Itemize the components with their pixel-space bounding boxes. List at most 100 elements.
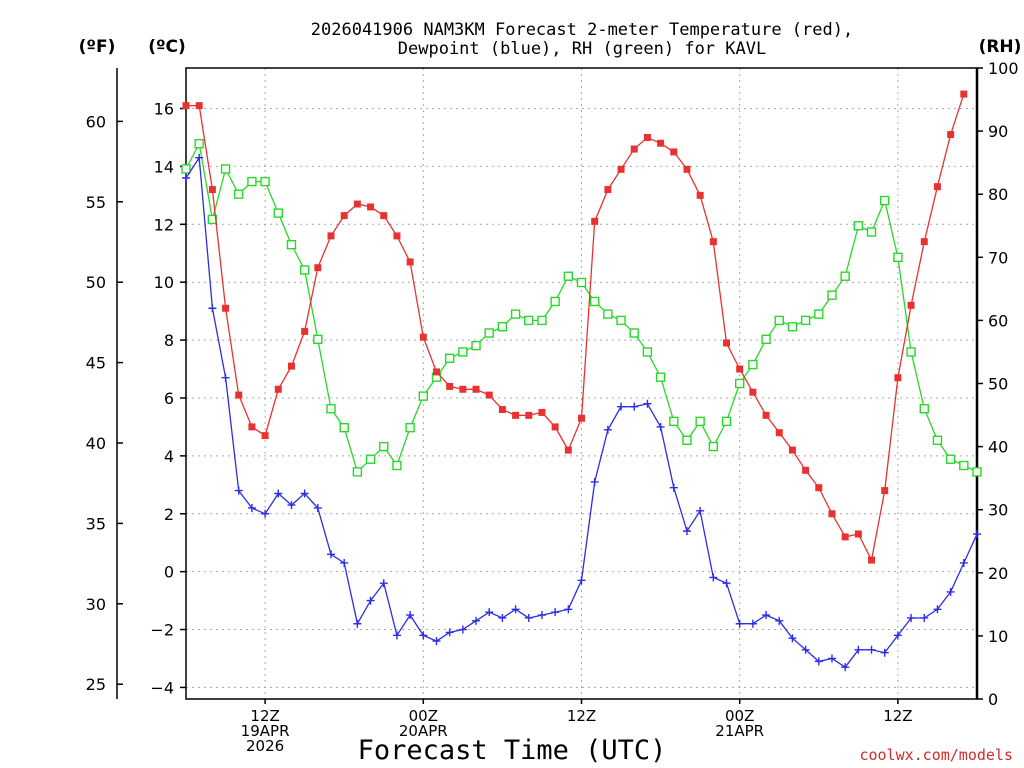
rh-point	[603, 309, 613, 319]
2-meter-temperature-point	[406, 258, 414, 266]
rh-point	[945, 454, 956, 464]
dewpoint-point	[300, 489, 309, 498]
rh-point	[181, 164, 191, 174]
celsius-tick-label: 0	[164, 563, 174, 582]
dewpoint-point	[959, 558, 968, 567]
2-meter-temperature-point	[960, 90, 968, 98]
dewpoint-point	[867, 645, 876, 654]
dewpoint-point	[195, 153, 204, 162]
2-meter-temperature-point	[538, 408, 546, 416]
rh-point	[444, 353, 455, 363]
2-meter-temperature-point	[314, 264, 322, 272]
rh-point	[326, 404, 336, 414]
rh-point	[906, 347, 916, 357]
rh-point	[392, 460, 402, 471]
rh-point	[194, 139, 204, 149]
rh-tick-label: 90	[988, 122, 1008, 141]
plot-frame	[185, 67, 978, 700]
2-meter-temperature-point	[512, 411, 520, 419]
celsius-tick-label: −2	[150, 621, 174, 640]
dewpoint-point	[432, 637, 441, 646]
fahrenheit-tick-label: 55	[86, 193, 106, 212]
time-tick-label: 12Z	[250, 707, 279, 725]
fahrenheit-tick-label: 25	[86, 675, 106, 694]
rh-point	[748, 359, 758, 370]
2-meter-temperature-point	[802, 466, 810, 474]
dewpoint-point	[234, 486, 243, 495]
2-meter-temperature-point	[696, 191, 704, 199]
rh-point	[919, 404, 929, 414]
2-meter-temperature-point	[525, 411, 533, 419]
dewpoint-point	[327, 550, 336, 559]
2-meter-temperature-point	[920, 238, 928, 246]
2-meter-temperature-point	[419, 333, 427, 341]
dewpoint-point	[617, 402, 626, 411]
fahrenheit-tick-label: 50	[86, 273, 106, 292]
2-meter-temperature-point	[591, 217, 599, 225]
2-meter-temperature-point	[933, 183, 941, 191]
dewpoint-point	[221, 373, 230, 382]
time-tick-label: 00Z	[725, 707, 754, 725]
2-meter-temperature-point	[868, 556, 876, 564]
2-meter-temperature-point	[841, 533, 849, 541]
rh-point	[234, 189, 244, 199]
rh-point	[669, 416, 679, 427]
rh-point	[379, 441, 389, 452]
rh-tick-label: 10	[988, 627, 1008, 646]
series-layer	[181, 90, 982, 672]
rh-point	[524, 315, 534, 326]
rh-point	[497, 322, 508, 332]
dewpoint-point	[669, 483, 678, 492]
fahrenheit-tick-label: 35	[86, 514, 106, 533]
dewpoint-point	[973, 530, 981, 539]
time-tick-label: 12Z	[567, 707, 596, 725]
dewpoint-point	[920, 613, 929, 622]
time-tick-label: 21APR	[715, 722, 764, 740]
rh-point	[365, 454, 376, 464]
dewpoint-point	[313, 503, 322, 512]
dewpoint-point	[524, 613, 533, 622]
celsius-axis-ticks: 16 14 12 10 8 6 4 2 0 −2 −4	[150, 100, 186, 697]
dewpoint-point	[801, 645, 810, 654]
dewpoint-point	[458, 625, 467, 634]
2-meter-temperature-point	[380, 212, 388, 220]
rh-point	[405, 422, 415, 433]
rh-point	[972, 467, 982, 477]
rh-point	[458, 347, 468, 357]
dewpoint-point	[485, 608, 494, 617]
2-meter-temperature-point	[617, 165, 625, 173]
2-meter-temperature-point	[367, 203, 375, 211]
dewpoint-point	[511, 605, 520, 614]
rh-point	[932, 435, 943, 445]
2-meter-temperature-point	[670, 148, 678, 156]
rh-point	[959, 460, 969, 471]
2-meter-temperature-point	[235, 391, 243, 399]
rh-point	[589, 296, 600, 307]
dewpoint-point	[472, 616, 481, 625]
2-meter-temperature-point	[643, 133, 651, 141]
rh-point	[537, 315, 547, 326]
rh-point	[313, 334, 323, 345]
dewpoint-point	[379, 579, 388, 588]
rh-point	[774, 315, 784, 326]
rh-point	[260, 176, 270, 187]
chart-title-line1: 2026041906 NAM3KM Forecast 2-meter Tempe…	[311, 20, 853, 40]
2-meter-temperature-point	[327, 232, 335, 240]
dewpoint-point	[814, 657, 823, 666]
time-tick-label: 00Z	[409, 707, 438, 725]
fahrenheit-axis-ticks: 60 55 50 45 40 35 30 25	[86, 112, 123, 694]
dewpoint-point	[564, 605, 573, 614]
series-dewpoint	[182, 153, 981, 672]
dewpoint-point	[880, 648, 889, 657]
2-meter-temperature-point	[657, 139, 665, 147]
2-meter-temperature-point	[723, 339, 731, 347]
dewpoint-point	[445, 628, 454, 637]
2-meter-temperature-point	[578, 414, 585, 422]
2-meter-temperature-point	[340, 212, 348, 220]
dewpoint-point	[682, 527, 691, 536]
fahrenheit-tick-label: 45	[86, 354, 106, 373]
fahrenheit-unit-label: (ºF)	[79, 37, 116, 57]
dewpoint-point	[406, 611, 415, 620]
dewpoint-point	[208, 304, 217, 313]
